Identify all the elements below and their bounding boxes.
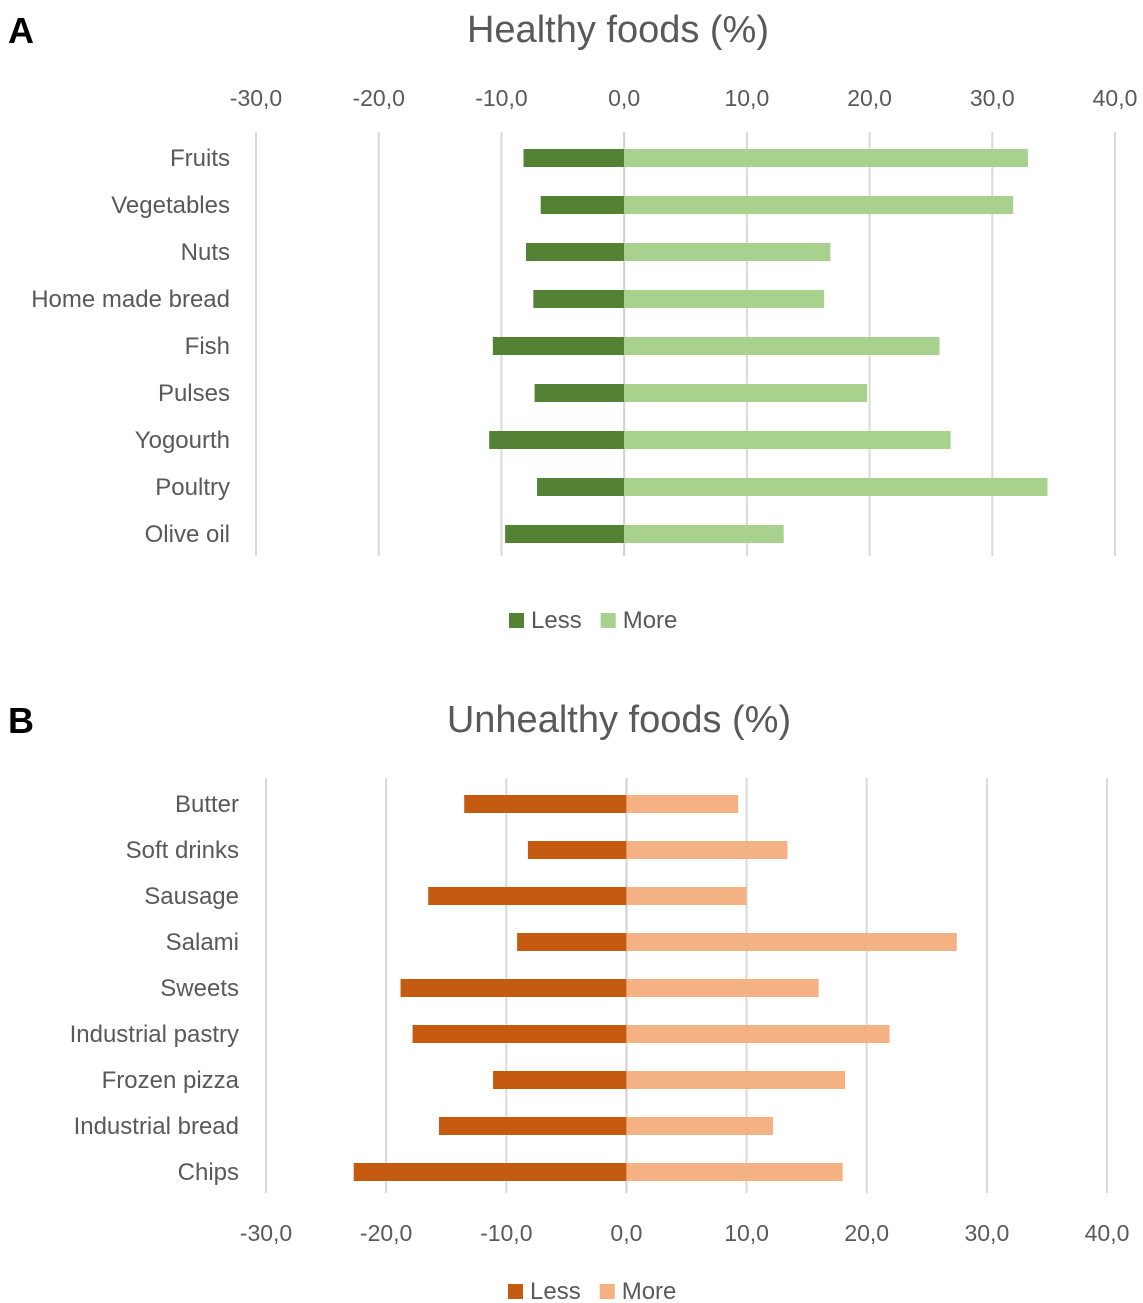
healthy-bar-more	[624, 149, 1028, 167]
unhealthy-bar-less	[493, 1071, 627, 1089]
unhealthy-legend-label-more: More	[622, 1278, 677, 1303]
unhealthy-legend-swatch-less	[508, 1284, 523, 1299]
healthy-bar-less	[537, 478, 625, 496]
unhealthy-category-label: Industrial pastry	[70, 1021, 239, 1048]
healthy-bar-less	[505, 525, 625, 543]
healthy-bar-less	[534, 384, 625, 402]
unhealthy-category-label: Salami	[166, 929, 239, 956]
healthy-bar-more	[624, 337, 940, 355]
unhealthy-bar-less	[400, 979, 627, 997]
healthy-bar-less	[533, 290, 625, 308]
healthy-title: Healthy foods (%)	[467, 9, 769, 51]
unhealthy-title: Unhealthy foods (%)	[447, 699, 791, 741]
healthy-bar-more	[624, 384, 868, 402]
unhealthy-legend-label-less: Less	[530, 1278, 581, 1303]
unhealthy-bar-more	[626, 1117, 774, 1135]
healthy-bar-less	[489, 431, 625, 449]
healthy-bar-more	[624, 431, 951, 449]
healthy-category-label: Yogourth	[135, 427, 230, 454]
unhealthy-tick-label: 30,0	[964, 1220, 1009, 1246]
unhealthy-tick-label: 0,0	[610, 1220, 642, 1246]
healthy-category-label: Fruits	[170, 145, 230, 172]
panel-b-letter: B	[8, 700, 34, 741]
healthy-bar-less	[525, 243, 625, 261]
unhealthy-tick-label: -10,0	[480, 1220, 532, 1246]
healthy-tick-label: -10,0	[475, 85, 527, 111]
unhealthy-bar-more	[626, 1071, 846, 1089]
healthy-bar-less	[492, 337, 625, 355]
healthy-tick-label: -20,0	[352, 85, 404, 111]
unhealthy-category-label: Industrial bread	[74, 1113, 239, 1140]
unhealthy-tick-label: -30,0	[240, 1220, 292, 1246]
healthy-category-label: Poultry	[155, 474, 230, 501]
unhealthy-bar-less	[412, 1025, 627, 1043]
healthy-bar-more	[624, 196, 1014, 214]
healthy-legend-label-less: Less	[531, 607, 582, 634]
healthy-bar-more	[624, 243, 831, 261]
healthy-category-label: Vegetables	[111, 192, 230, 219]
unhealthy-tick-label: 10,0	[724, 1220, 769, 1246]
healthy-legend-label-more: More	[623, 607, 678, 634]
unhealthy-category-label: Soft drinks	[126, 837, 239, 864]
unhealthy-bar-more	[626, 795, 739, 813]
unhealthy-bar-less	[428, 887, 627, 905]
healthy-tick-label: 30,0	[970, 85, 1015, 111]
unhealthy-bar-more	[626, 1163, 843, 1181]
healthy-tick-label: 40,0	[1093, 85, 1138, 111]
unhealthy-bar-more	[626, 933, 957, 951]
healthy-tick-label: -30,0	[230, 85, 282, 111]
unhealthy-legend-swatch-more	[599, 1284, 615, 1299]
healthy-tick-label: 0,0	[608, 85, 640, 111]
healthy-legend-swatch-more	[600, 613, 616, 628]
unhealthy-category-label: Butter	[175, 791, 239, 818]
panel-a-letter: A	[8, 10, 34, 51]
healthy-category-label: Nuts	[181, 239, 230, 266]
unhealthy-bar-less	[464, 795, 627, 813]
unhealthy-foods-chart: Unhealthy foods (%) -30,0 -20,0 -10,0 0,0 10,…	[70, 699, 1130, 1303]
unhealthy-tick-label: 20,0	[844, 1220, 889, 1246]
healthy-tick-label: 10,0	[724, 85, 769, 111]
unhealthy-bar-less	[517, 933, 627, 951]
unhealthy-bar-less	[439, 1117, 627, 1135]
unhealthy-category-label: Chips	[178, 1159, 239, 1186]
unhealthy-bar-more	[626, 979, 819, 997]
healthy-bar-more	[624, 478, 1048, 496]
unhealthy-bar-less	[353, 1163, 627, 1181]
healthy-bar-less	[523, 149, 625, 167]
unhealthy-category-label: Sweets	[160, 975, 239, 1002]
unhealthy-category-label: Sausage	[144, 883, 239, 910]
unhealthy-bar-more	[626, 887, 747, 905]
unhealthy-bar-less	[527, 841, 627, 859]
healthy-tick-label: 20,0	[847, 85, 892, 111]
healthy-category-label: Pulses	[158, 380, 230, 407]
healthy-foods-chart: Healthy foods (%) -30,0 -20,0 -10,0 0,0 10,0 2…	[31, 9, 1138, 634]
unhealthy-tick-label: -20,0	[360, 1220, 412, 1246]
healthy-bar-less	[540, 196, 625, 214]
healthy-category-label: Home made bread	[31, 286, 230, 313]
healthy-category-label: Fish	[185, 333, 230, 360]
unhealthy-bar-more	[626, 1025, 890, 1043]
unhealthy-tick-label: 40,0	[1085, 1220, 1130, 1246]
unhealthy-bar-more	[626, 841, 788, 859]
unhealthy-category-label: Frozen pizza	[102, 1067, 240, 1094]
healthy-legend-swatch-less	[509, 613, 524, 628]
healthy-category-label: Olive oil	[145, 521, 230, 548]
healthy-bar-more	[624, 525, 784, 543]
healthy-bar-more	[624, 290, 825, 308]
